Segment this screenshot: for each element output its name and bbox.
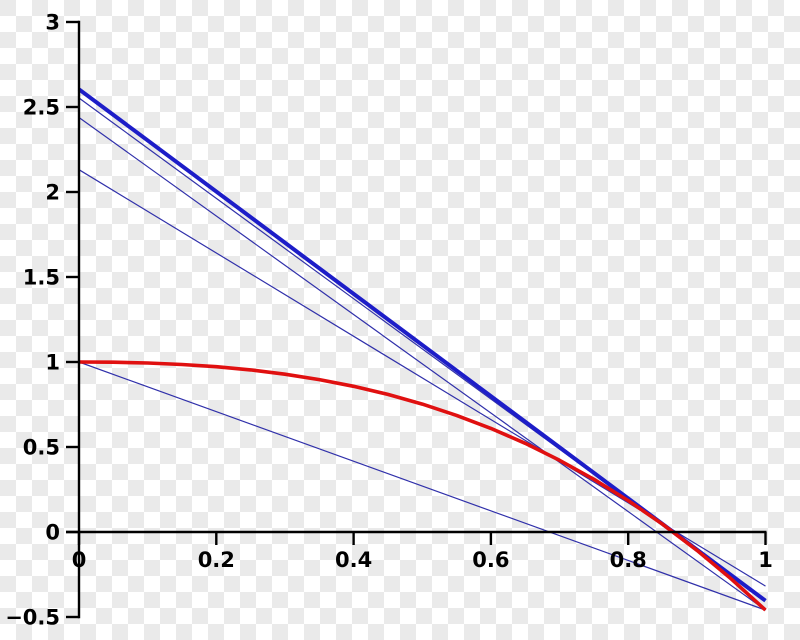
y-tick-label: 1 — [45, 351, 60, 375]
y-tick-label: 3 — [45, 11, 60, 35]
y-tick-label: 0.5 — [23, 436, 60, 460]
x-tick-label: 0.8 — [610, 548, 647, 572]
y-tick-label: 2 — [45, 181, 60, 205]
x-tick-label: 1 — [758, 548, 773, 572]
secant-line-1 — [78, 361, 766, 611]
x-tick-label: 0.6 — [472, 548, 509, 572]
x-tick-label: 0.2 — [198, 548, 235, 572]
secant-line-2 — [78, 117, 766, 611]
y-tick-label: −0.5 — [5, 606, 60, 630]
function-curve — [78, 360, 767, 612]
tick-marks — [66, 20, 767, 619]
y-tick-label: 1.5 — [23, 266, 60, 290]
x-tick-label: 0 — [72, 548, 87, 572]
x-tick-label: 0.4 — [335, 548, 372, 572]
series-lines — [77, 87, 767, 612]
y-tick-label: 0 — [45, 521, 60, 545]
tick-labels: 3 2.5 2 1.5 1 0.5 0 −0.5 0 0.2 0.4 0.6 0.8 1 — [5, 11, 773, 630]
y-tick-label: 2.5 — [23, 96, 60, 120]
axes — [66, 20, 767, 619]
